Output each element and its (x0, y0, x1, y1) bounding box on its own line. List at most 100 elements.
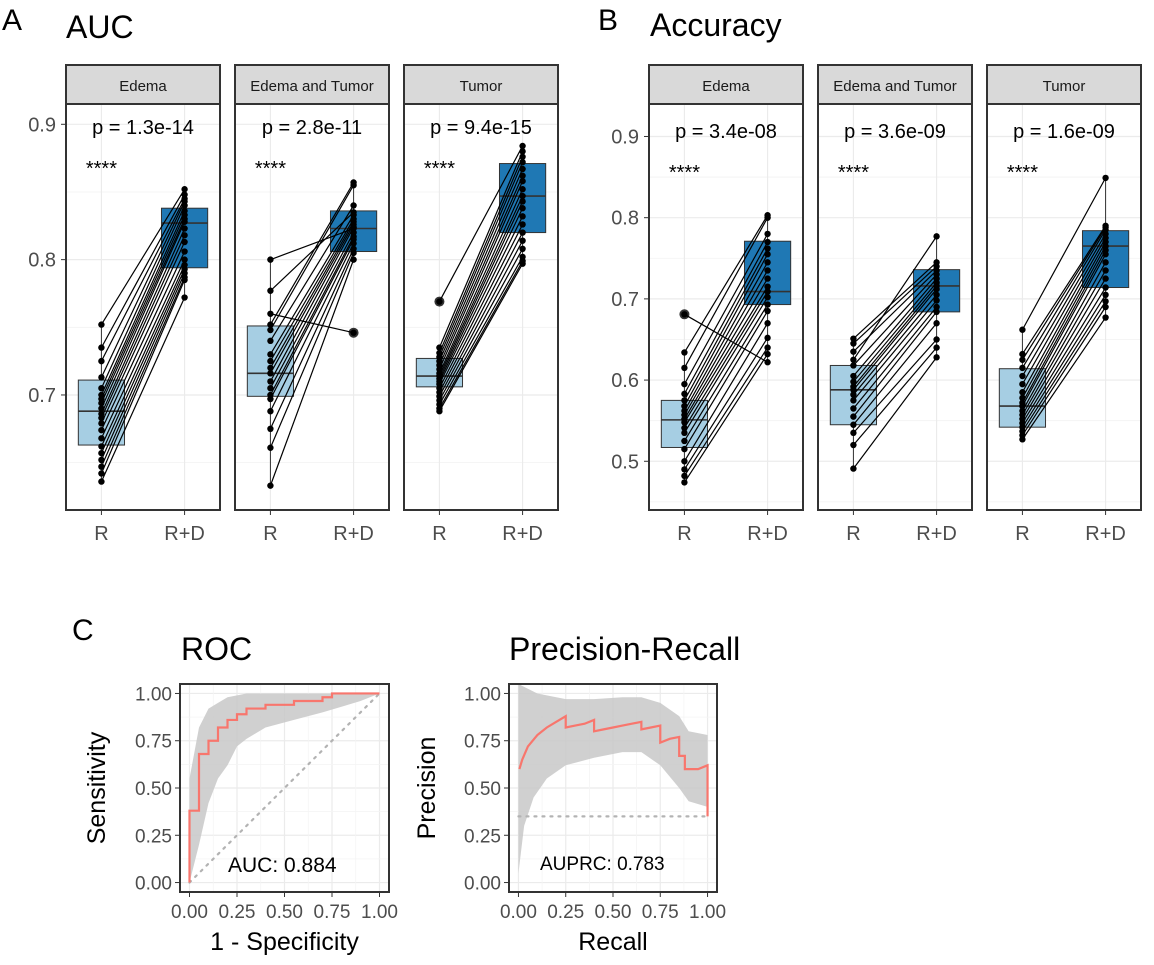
significance-stars: **** (86, 158, 117, 180)
plot-area (235, 104, 389, 510)
data-point-r (98, 443, 105, 450)
data-point-r (681, 419, 688, 426)
pair-line (852, 236, 938, 361)
x-tick-label: 1.00 (361, 902, 398, 923)
significance-stars: **** (669, 162, 700, 184)
facet-label: Edema (119, 78, 167, 95)
pair-line (100, 205, 186, 389)
data-point-r (98, 385, 105, 392)
data-point-r (1019, 380, 1026, 388)
p-value-label: p = 1.6e-09 (1013, 121, 1115, 143)
data-point-r (681, 466, 688, 473)
plot-border (817, 103, 973, 511)
plot-area (987, 104, 1141, 510)
p-value-label: p = 2.8e-11 (262, 117, 362, 139)
data-point-r (681, 402, 688, 410)
pair-line (683, 270, 769, 416)
data-point-rd (519, 165, 526, 173)
data-point-rd (519, 237, 526, 244)
x-tick-label: 0.75 (314, 902, 351, 923)
data-point-r (681, 397, 688, 404)
data-point-r (267, 364, 274, 372)
pair-line (1021, 227, 1107, 361)
pair-line (270, 211, 354, 292)
pair-line (269, 243, 355, 412)
x-tick-label: 0.50 (595, 902, 632, 923)
pair-line (269, 218, 355, 362)
data-point-rd (350, 202, 357, 209)
x-tick-label: R (94, 523, 108, 545)
y-tick-label: 0.5 (611, 451, 639, 473)
pair-line (683, 353, 769, 483)
roc-title: ROC (181, 631, 252, 667)
data-point-r (850, 386, 857, 394)
data-point-rd (350, 182, 357, 189)
data-point-r (267, 321, 274, 328)
pair-line (1021, 245, 1107, 399)
facet-strip (986, 64, 1142, 105)
pair-line (269, 232, 355, 389)
panel-c: C ROC Precision-Recall (72, 614, 740, 667)
data-point-rd (519, 205, 526, 212)
data-point-rd (1102, 259, 1109, 266)
y-tick-label: 1.00 (135, 684, 172, 705)
data-point-r (1019, 372, 1026, 380)
data-point-rd (519, 260, 526, 267)
x-tick-label: R+D (747, 523, 788, 545)
data-point-rd (1102, 267, 1109, 274)
facet-edema: Edema p = 1.3e-14 **** R R+D (65, 64, 221, 545)
pair-line (853, 270, 937, 353)
pair-line (852, 274, 938, 366)
panel-a-title: AUC (66, 9, 134, 45)
data-point-r (850, 441, 857, 449)
data-point-r (681, 364, 688, 372)
curve-line (518, 714, 709, 817)
y-tick-label: 1.00 (464, 684, 501, 705)
pair-line (438, 195, 524, 377)
facet-edema-and-tumor: Edema and Tumor p = 2.8e-11 **** R R+D (234, 64, 390, 545)
data-point-rd (519, 158, 526, 166)
x-tick-label: R (1015, 523, 1029, 545)
data-point-r (1019, 350, 1026, 358)
data-point-r (267, 310, 274, 317)
pair-line (683, 337, 769, 470)
pair-line (438, 189, 524, 374)
reference-diagonal (188, 692, 381, 884)
pair-line (438, 216, 524, 385)
p-value-label: p = 9.4e-15 (430, 117, 532, 139)
x-tick-label: 0.75 (642, 902, 679, 923)
data-point-rd (181, 276, 188, 284)
data-point-r (267, 326, 274, 334)
pair-line (852, 339, 938, 434)
pair-line (269, 248, 355, 430)
data-point-r (850, 465, 857, 472)
data-point-rd (764, 350, 771, 358)
y-axis-label: Sensitivity (83, 731, 111, 844)
data-point-r (98, 344, 105, 351)
data-point-r (681, 472, 688, 480)
x-tick-label: 0.00 (171, 902, 208, 923)
x-axis-label: 1 - Specificity (210, 928, 359, 956)
data-point-r (98, 414, 105, 422)
data-point-r (267, 482, 274, 489)
y-tick-label: 0.75 (464, 732, 501, 753)
data-point-r (267, 378, 274, 385)
x-tick-label: 0.25 (219, 902, 256, 923)
facet-tumor: Tumor p = 1.6e-09 **** R R+D (986, 64, 1142, 545)
data-point-r (850, 421, 857, 428)
data-point-rd (764, 301, 771, 308)
pair-line (438, 145, 524, 302)
plot-border (986, 103, 1142, 511)
data-point-r (267, 408, 274, 415)
pair-line (1021, 237, 1107, 385)
data-point-rd (181, 294, 188, 301)
data-point-r (1019, 394, 1026, 402)
pair-line (269, 184, 355, 331)
data-point-r (98, 463, 105, 470)
data-point-rd (764, 288, 771, 295)
pair-line (852, 300, 938, 401)
data-point-rd (181, 186, 188, 193)
data-point-rd (519, 177, 526, 185)
x-tick-label: R (432, 523, 446, 545)
metric-annotation: AUPRC: 0.783 (540, 854, 665, 875)
